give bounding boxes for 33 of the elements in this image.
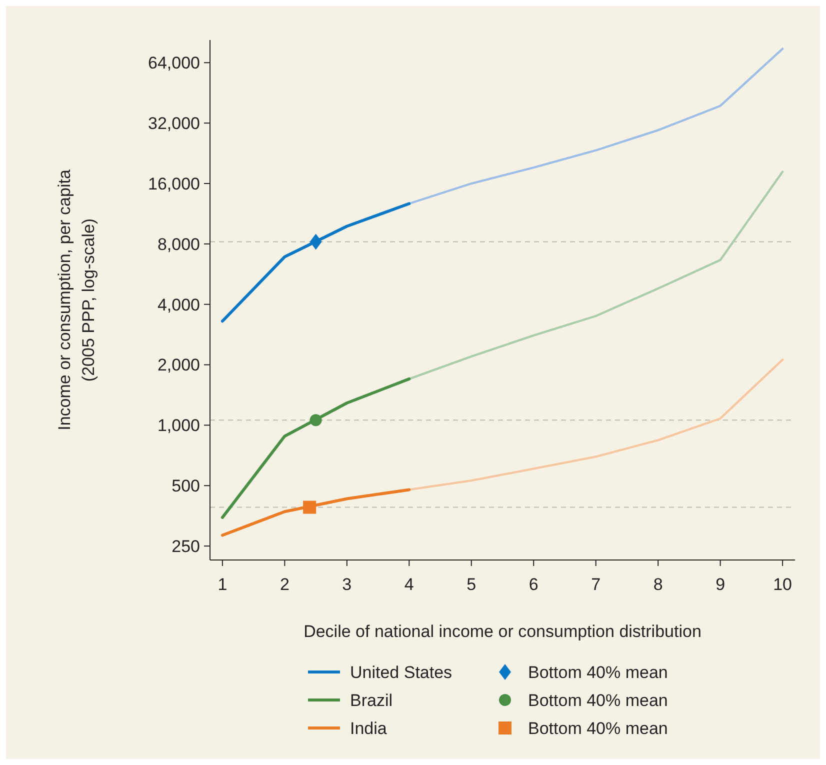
line-series	[220, 488, 411, 537]
legend-label: Bottom 40% mean	[528, 662, 668, 682]
x-tick-label: 5	[466, 575, 476, 594]
x-tick-label: 10	[773, 575, 792, 594]
line-series	[408, 358, 784, 491]
x-tick-label: 4	[404, 575, 414, 594]
line-series	[408, 48, 784, 205]
y-tick-label: 250	[172, 536, 200, 556]
x-tick-label: 7	[591, 575, 601, 594]
x-tick-label: 1	[218, 575, 228, 594]
y-tick-label: 16,000	[148, 174, 200, 194]
y-tick-label: 2,000	[157, 356, 200, 375]
y-tick-label: 64,000	[148, 54, 200, 73]
legend-label: Bottom 40% mean	[528, 690, 668, 710]
x-tick-label: 2	[280, 575, 290, 594]
x-tick-label: 6	[528, 575, 538, 594]
x-axis-title: Decile of national income or consumption distribution	[304, 622, 702, 641]
x-tick-label: 9	[716, 575, 726, 594]
y-tick-label: 8,000	[157, 234, 200, 254]
line-series	[408, 170, 784, 380]
x-tick-label: 3	[342, 575, 352, 594]
legend-label: India	[350, 718, 388, 738]
legend-label: Bottom 40% mean	[528, 718, 668, 738]
line-series	[220, 202, 411, 323]
y-tick-label: 500	[172, 476, 200, 496]
y-tick-label: 1,000	[157, 416, 200, 436]
x-tick-label: 8	[653, 575, 663, 594]
y-tick-label: 32,000	[148, 114, 200, 134]
y-axis-title: Income or consumption, per capita (2005 PPP, log-scale)	[55, 169, 98, 430]
y-tick-label: 4,000	[157, 295, 200, 314]
line-series	[220, 377, 411, 519]
legend-label: United States	[350, 662, 452, 682]
legend-label: Brazil	[350, 690, 393, 710]
